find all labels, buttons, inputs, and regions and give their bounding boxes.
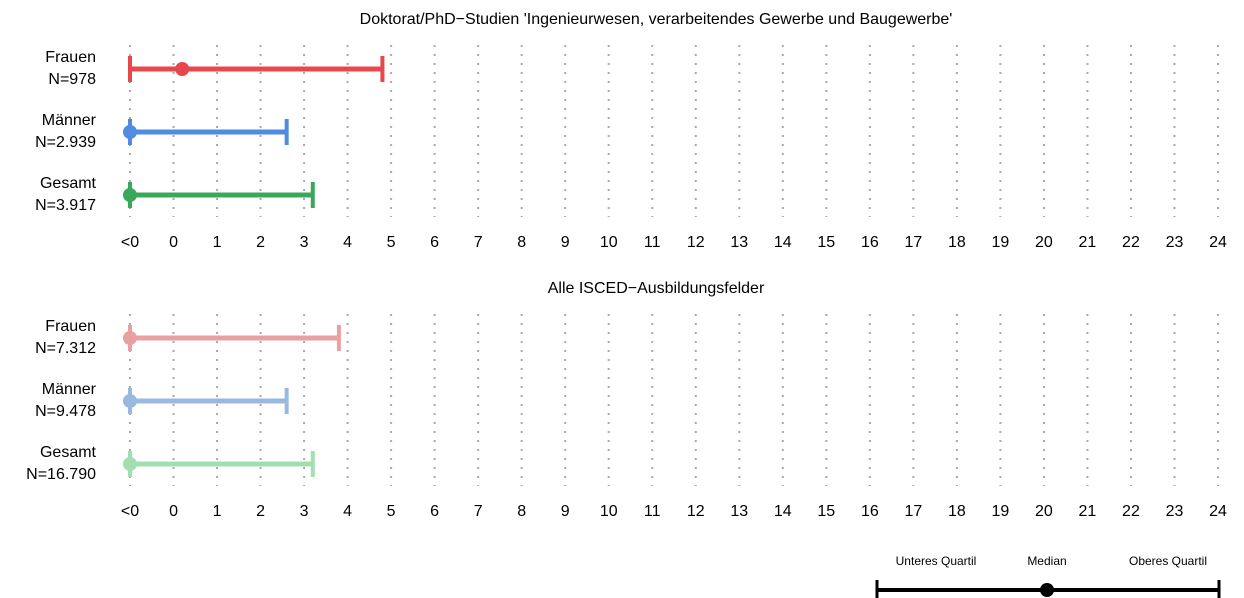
x-tick-label: 13: [730, 234, 748, 251]
x-tick-label: 10: [600, 503, 618, 520]
x-tick-label: 11: [644, 234, 661, 251]
x-tick-label: 6: [430, 503, 439, 520]
x-tick-label: 16: [861, 503, 879, 520]
x-tick-label: 20: [1035, 234, 1053, 251]
median-dot: [123, 394, 137, 408]
x-tick-label: 2: [256, 503, 265, 520]
x-tick-label: 19: [992, 234, 1010, 251]
x-tick-label: 3: [300, 234, 309, 251]
x-tick-label: 9: [561, 234, 570, 251]
x-tick-label: 13: [730, 503, 748, 520]
row-n: N=16.790: [26, 466, 96, 483]
x-tick-label: 4: [343, 234, 352, 251]
x-tick-label: 15: [817, 503, 835, 520]
panel-title: Doktorat/PhD−Studien 'Ingenieurwesen, ve…: [360, 11, 953, 28]
row-label: Gesamt: [40, 175, 97, 192]
x-tick-label: 18: [948, 234, 966, 251]
x-tick-label: 20: [1035, 503, 1053, 520]
median-dot: [123, 125, 137, 139]
x-tick-label: 23: [1166, 234, 1184, 251]
row-label: Frauen: [45, 49, 96, 66]
legend-median: Median: [1027, 554, 1066, 568]
panel-title: Alle ISCED−Ausbildungsfelder: [548, 280, 765, 297]
x-tick-label: 8: [517, 503, 526, 520]
x-tick-label: 12: [687, 234, 705, 251]
row-n: N=978: [48, 71, 96, 88]
x-tick-label: 9: [561, 503, 570, 520]
legend-upper: Oberes Quartil: [1129, 554, 1207, 568]
median-dot: [123, 331, 137, 345]
x-tick-label: <0: [121, 234, 139, 251]
x-tick-label: 10: [600, 234, 618, 251]
x-tick-label: 21: [1079, 234, 1097, 251]
x-tick-label: 14: [774, 234, 792, 251]
x-tick-label: 1: [213, 503, 222, 520]
row-label: Frauen: [45, 318, 96, 335]
x-tick-label: 17: [904, 234, 922, 251]
x-tick-label: 0: [169, 503, 178, 520]
row-label: Gesamt: [40, 444, 97, 461]
x-tick-label: 22: [1122, 503, 1140, 520]
x-tick-label: 21: [1079, 503, 1097, 520]
x-tick-label: <0: [121, 503, 139, 520]
x-tick-label: 0: [169, 234, 178, 251]
x-tick-label: 7: [474, 234, 483, 251]
row-label: Männer: [42, 381, 97, 398]
x-tick-label: 7: [474, 503, 483, 520]
x-tick-label: 12: [687, 503, 705, 520]
x-tick-label: 1: [213, 234, 222, 251]
x-tick-label: 24: [1209, 503, 1227, 520]
row-n: N=7.312: [35, 340, 96, 357]
median-dot: [123, 457, 137, 471]
median-dot: [123, 188, 137, 202]
x-tick-label: 23: [1166, 503, 1184, 520]
x-tick-label: 17: [904, 503, 922, 520]
x-tick-label: 22: [1122, 234, 1140, 251]
x-tick-label: 2: [256, 234, 265, 251]
row-n: N=2.939: [35, 134, 96, 151]
x-tick-label: 4: [343, 503, 352, 520]
row-n: N=3.917: [35, 197, 96, 214]
x-tick-label: 11: [644, 503, 661, 520]
x-tick-label: 19: [992, 503, 1010, 520]
x-tick-label: 5: [387, 234, 396, 251]
median-dot: [175, 62, 190, 76]
x-tick-label: 6: [430, 234, 439, 251]
x-tick-label: 24: [1209, 234, 1227, 251]
x-tick-label: 15: [817, 234, 835, 251]
x-tick-label: 14: [774, 503, 792, 520]
legend: Unteres Quartil Median Oberes Quartil: [875, 554, 1221, 598]
x-tick-label: 5: [387, 503, 396, 520]
x-tick-label: 8: [517, 234, 526, 251]
legend-dot: [1040, 583, 1054, 597]
x-tick-label: 3: [300, 503, 309, 520]
x-tick-label: 18: [948, 503, 966, 520]
legend-lower: Unteres Quartil: [896, 554, 977, 568]
x-tick-label: 16: [861, 234, 879, 251]
row-label: Männer: [42, 112, 97, 129]
row-n: N=9.478: [35, 403, 96, 420]
